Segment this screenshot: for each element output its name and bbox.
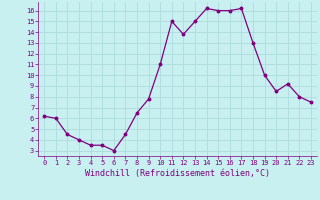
X-axis label: Windchill (Refroidissement éolien,°C): Windchill (Refroidissement éolien,°C) [85, 169, 270, 178]
